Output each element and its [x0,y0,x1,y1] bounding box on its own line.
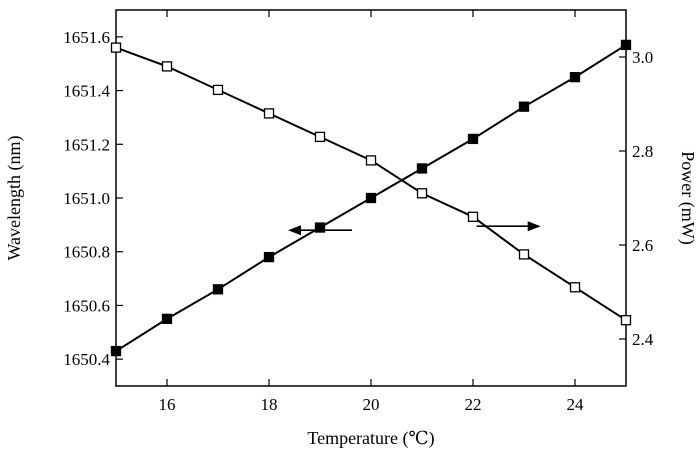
right-arrow-head [527,221,541,232]
x-tick-label: 18 [261,395,278,414]
open-square-marker [212,84,224,96]
left-y-tick-label: 1650.8 [63,243,110,262]
open-square-marker [518,249,530,260]
filled-square-marker [110,345,122,357]
open-square-marker [416,188,428,199]
x-tick-label: 16 [159,395,176,414]
x-tick-label: 20 [363,395,380,414]
filled-square-marker [467,133,479,145]
x-axis-title: Temperature (℃) [307,428,434,449]
open-square-marker [161,61,173,72]
left-y-axis-title: Wavelength (nm) [4,135,25,260]
filled-square-marker [416,163,428,174]
filled-square-marker [263,251,275,263]
right-y-tick-label: 3.0 [632,48,653,67]
filled-square-marker [161,313,173,325]
axis-arrows [288,221,541,236]
axis-ticks: 16 18 20 22 24 1650.4 1650.6 1650.8 1651.0 1651.2… [63,10,654,414]
left-y-tick-label: 1650.6 [63,296,110,315]
right-y-axis-title: Power (mW) [677,151,698,244]
open-square-marker [263,108,275,119]
filled-square-marker [518,101,530,112]
left-y-tick-label: 1651.2 [63,135,110,154]
left-arrow-head [288,225,301,236]
x-tick-label: 22 [465,395,482,414]
filled-square-marker [365,192,377,204]
right-y-tick-label: 2.4 [632,330,654,349]
open-square-marker [365,155,377,166]
left-y-tick-label: 1651.0 [63,189,110,208]
filled-square-marker [314,222,326,233]
left-y-tick-label: 1650.4 [63,350,110,369]
open-square-marker [569,282,581,293]
left-y-tick-label: 1651.6 [63,28,110,47]
x-tick-label: 24 [567,395,585,414]
open-square-marker [620,315,632,326]
filled-square-marker [620,39,632,51]
open-square-marker [467,211,479,222]
right-y-tick-label: 2.6 [632,236,653,255]
open-square-marker [314,131,326,143]
series-line-right [115,46,627,322]
open-square-marker [110,42,122,53]
series-markers [110,39,632,357]
filled-square-marker [212,284,224,295]
filled-square-marker [569,71,581,83]
left-y-tick-label: 1651.4 [63,82,110,101]
right-y-tick-label: 2.8 [632,142,653,161]
